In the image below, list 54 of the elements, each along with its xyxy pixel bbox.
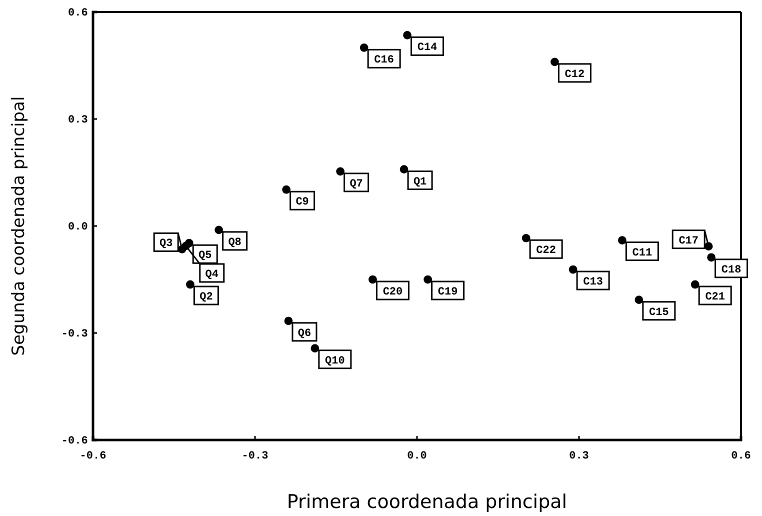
x-tick-label: -0.3: [242, 450, 269, 462]
data-label: C14: [417, 42, 438, 54]
point: [360, 43, 368, 52]
point: [690, 280, 700, 289]
point: [424, 275, 432, 284]
point: [400, 165, 408, 174]
point: [336, 167, 345, 176]
data-label: C16: [374, 54, 394, 67]
y-tick-label: -0.6: [61, 436, 88, 448]
point: [310, 344, 320, 353]
data-label: C11: [632, 247, 652, 260]
data-label: C17: [678, 235, 699, 248]
point: [568, 265, 578, 274]
y-tick-label: 0.6: [68, 8, 88, 20]
x-axis-title: Primera coordenada principal: [286, 491, 568, 513]
point: [284, 316, 293, 326]
point: [403, 31, 412, 40]
point: [704, 242, 713, 251]
data-label: Q2: [200, 291, 213, 304]
point: [634, 296, 644, 304]
x-tick-label: 0.0: [407, 450, 427, 462]
y-tick-label: 0.0: [68, 222, 88, 234]
data-label: C19: [438, 286, 458, 298]
point: [368, 275, 377, 284]
data-label: C12: [564, 68, 585, 81]
x-tick-label: 0.3: [569, 450, 590, 462]
x-tick-label: -0.6: [80, 450, 106, 462]
data-label: C9: [296, 196, 309, 209]
y-tick-label: -0.3: [61, 328, 88, 341]
x-tick-label: 0.6: [731, 450, 751, 462]
data-label: Q4: [205, 268, 219, 281]
data-label: Q7: [350, 178, 363, 190]
point: [178, 245, 186, 254]
data-label: C21: [705, 291, 726, 304]
data-label: C20: [382, 286, 403, 298]
point: [522, 234, 530, 242]
data-label: Q5: [198, 250, 212, 262]
point: [186, 280, 194, 289]
data-label: Q10: [325, 355, 345, 368]
point: [550, 58, 559, 66]
data-label: C22: [536, 245, 556, 258]
data-label: Q1: [413, 176, 428, 188]
y-axis-title: Segunda coordenada principal: [9, 96, 29, 356]
y-tick-label: 0.3: [68, 114, 88, 127]
data-label: Q3: [160, 238, 174, 250]
data-label: C15: [649, 306, 670, 319]
data-label: Q6: [298, 328, 312, 340]
data-label: Q8: [228, 236, 242, 249]
point: [618, 236, 626, 244]
point: [214, 226, 224, 234]
data-label: C18: [721, 264, 742, 276]
data-label: C13: [583, 276, 604, 289]
point: [282, 185, 291, 194]
point: [707, 253, 716, 262]
